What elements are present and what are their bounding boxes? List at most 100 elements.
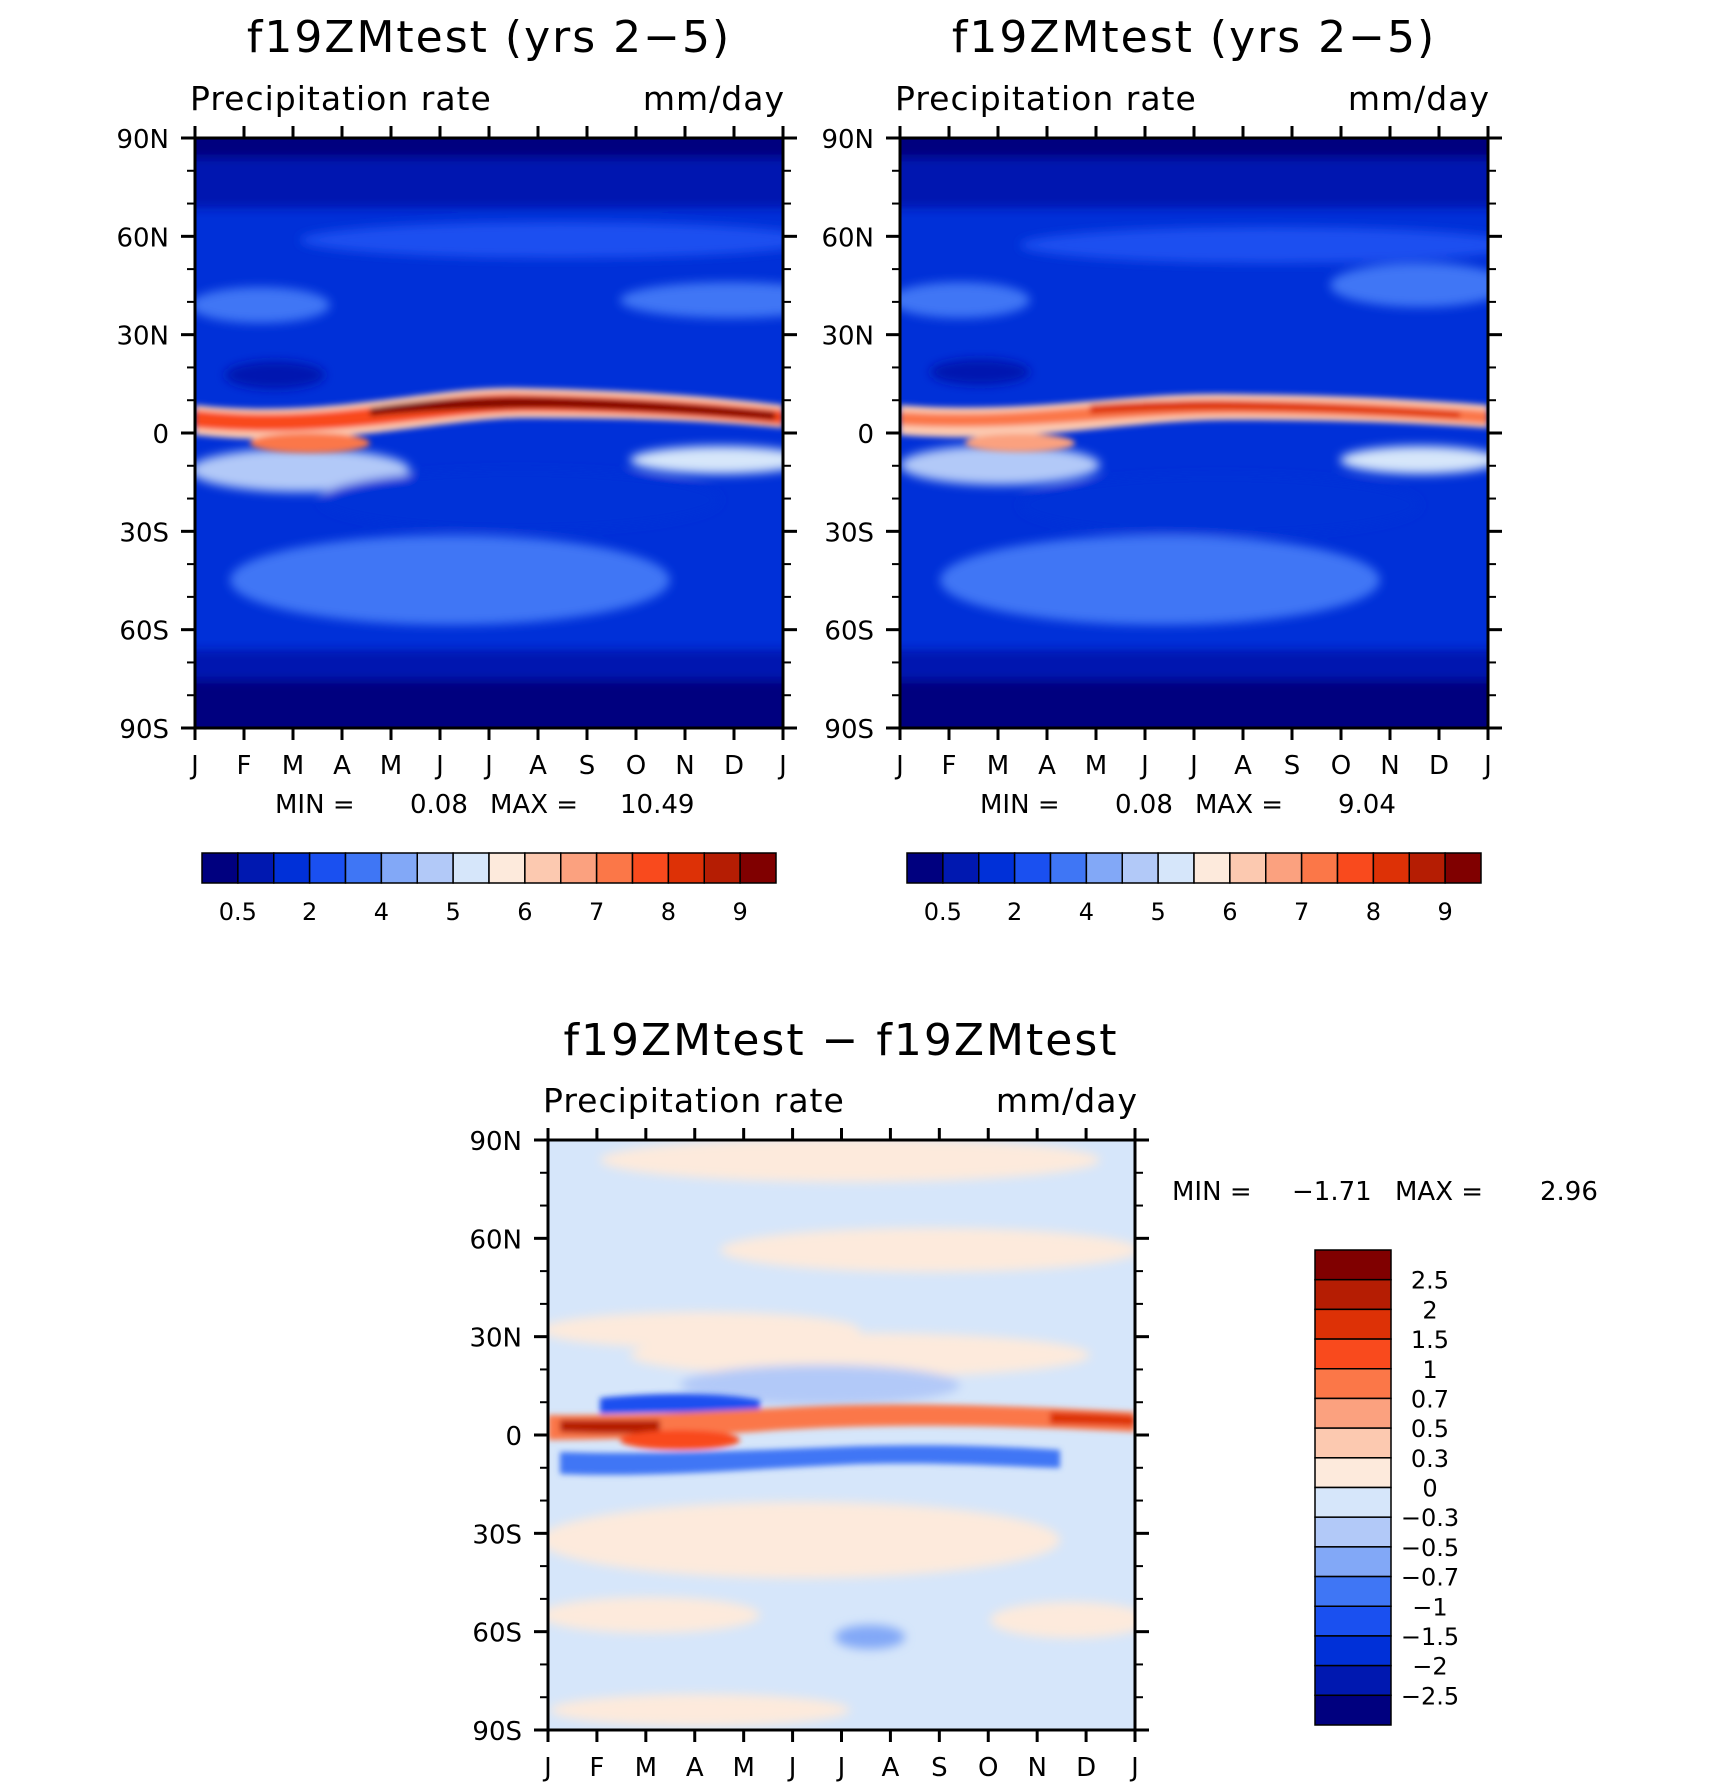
- panel-1-dry-spot-north: [225, 361, 325, 389]
- panel-2-x-tick-label: J: [894, 751, 904, 781]
- panel-2-colorbar-label: 7: [1294, 898, 1309, 926]
- panel-1-band-south-pole: [195, 680, 783, 728]
- panel-2-colorbar-label: 5: [1150, 898, 1165, 926]
- panel-3-x-tick-label: S: [931, 1753, 948, 1783]
- panel-2-x-tick-label: S: [1284, 751, 1301, 781]
- panel-2-x-tick-label: F: [942, 751, 957, 781]
- panel-1-dry-zone-south: [320, 470, 720, 530]
- panel-3-x-tick-label: J: [1129, 1753, 1139, 1783]
- panel-2-variable-label: Precipitation rate: [895, 79, 1197, 118]
- panel-2-x-tick-label: M: [987, 751, 1009, 781]
- panel-2-colorbar-swatch: [1193, 852, 1231, 884]
- panel-1-y-tick-label: 30N: [116, 322, 169, 352]
- panel-3-positive-patch-5: [548, 1502, 1060, 1578]
- panel-2-x-tick-label: O: [1331, 751, 1351, 781]
- panel-2-colorbar-swatch: [1157, 852, 1195, 884]
- panel-3-y-tick-label: 60S: [472, 1619, 522, 1649]
- panel-3-itcz-diff-south-branch: [620, 1430, 740, 1450]
- panel-3-x-tick-label: F: [589, 1753, 604, 1783]
- panel-3-field: [548, 1140, 1135, 1726]
- panel-3-colorbar-label: −2.5: [1401, 1682, 1459, 1710]
- panel-2-max-label: MAX =: [1195, 790, 1283, 820]
- panel-1-plot-area: [195, 138, 783, 728]
- panel-2-colorbar-swatch: [1013, 852, 1052, 884]
- panel-3-colorbar-swatch: [1314, 1516, 1392, 1548]
- panel-2-dry-spot-north: [930, 359, 1030, 385]
- panel-3-negative-band-south: [560, 1445, 1060, 1475]
- panel-2-x-tick-label: D: [1429, 751, 1449, 781]
- panel-2-band-south-pole: [900, 680, 1488, 728]
- panel-3-title: f19ZMtest − f19ZMtest: [563, 1015, 1118, 1066]
- panel-1-colorbar-swatch: [308, 852, 347, 884]
- panel-2-band-south-tropics-light: [900, 445, 1100, 485]
- panel-1-band-south-tropics-light: [195, 448, 410, 492]
- panel-2-colorbar-label: 8: [1366, 898, 1381, 926]
- panel-2-colorbar-swatch: [1444, 852, 1482, 884]
- panel-2-colorbar-swatch: [1265, 852, 1303, 884]
- panel-1-colorbar-label: 6: [517, 898, 532, 926]
- panel-2-x-tick-label: M: [1085, 751, 1107, 781]
- panel-1-colorbar-swatch: [703, 852, 741, 884]
- panel-2-colorbar-swatch: [978, 852, 1016, 884]
- panel-1-colorbar-label: 0.5: [219, 898, 257, 926]
- panel-3-colorbar-swatch: [1314, 1664, 1392, 1697]
- panel-2-colorbar-swatch: [1372, 852, 1410, 884]
- panel-2-y-tick-label: 0: [857, 420, 874, 450]
- panel-3-itcz: [548, 1393, 1135, 1475]
- panel-1-colorbar-swatch: [488, 852, 526, 884]
- panel-1-max-label: MAX =: [490, 790, 578, 820]
- panel-3-y-tick-label: 30S: [472, 1520, 522, 1550]
- panel-2-colorbar-swatch: [1300, 852, 1339, 884]
- panel-3-x-tick-label: J: [542, 1753, 552, 1783]
- panel-2-band-midlat-north: [1020, 227, 1488, 263]
- panel-2-colorbar-swatch: [1121, 852, 1159, 884]
- panel-1-colorbar-swatch: [595, 852, 634, 884]
- panel-2-itcz: [900, 393, 1488, 452]
- panel-3-variable-label: Precipitation rate: [543, 1081, 845, 1120]
- panel-1-itcz: [195, 387, 783, 453]
- panel-1-y-tick-label: 60S: [119, 617, 169, 647]
- panel-1-x-tick-label: J: [777, 751, 787, 781]
- panel-1-units-label: mm/day: [643, 79, 785, 118]
- panel-3-min-value: −1.71: [1292, 1177, 1372, 1207]
- panel-2-colorbar-swatch: [1085, 852, 1123, 884]
- panel-3-colorbar-label: −0.3: [1401, 1504, 1459, 1532]
- panel-1-y-tick-label: 90N: [116, 125, 169, 155]
- panel-3-x-tick-label: A: [882, 1753, 900, 1783]
- panel-3-colorbar-swatch: [1314, 1249, 1392, 1281]
- panel-1-band-high-north: [195, 158, 783, 208]
- panel-1-colorbar-label: 7: [589, 898, 604, 926]
- panel-2-colorbar-swatch: [1408, 852, 1446, 884]
- panel-3-y-tick-label: 60N: [469, 1225, 522, 1255]
- panel-2-y-tick-label: 30N: [821, 322, 874, 352]
- panel-3-colorbar-swatch: [1314, 1546, 1392, 1578]
- panel-3-max-value: 2.96: [1540, 1177, 1598, 1207]
- panel-1-x-tick-label: M: [282, 751, 304, 781]
- panel-2-x-tick-label: J: [1139, 751, 1149, 781]
- panel-3-y-tick-label: 0: [505, 1422, 522, 1452]
- panel-1-band-midlat-north: [300, 222, 783, 258]
- panel-2-plot-area: [900, 138, 1488, 728]
- panel-2-y-tick-label: 60S: [824, 617, 874, 647]
- panel-3-colorbar-label: −1: [1412, 1593, 1447, 1621]
- panel-3-plot-area: [548, 1140, 1135, 1730]
- panel-3-min-label: MIN =: [1172, 1177, 1252, 1207]
- panel-3-colorbar-swatch: [1314, 1278, 1392, 1311]
- panel-2-x-tick-label: N: [1380, 751, 1399, 781]
- panel-1-x-tick-label: A: [333, 751, 351, 781]
- panel-2: f19ZMtest (yrs 2−5) Precipitation rate m…: [821, 12, 1502, 926]
- panel-3-x-tick-label: M: [635, 1753, 657, 1783]
- panel-3-units-label: mm/day: [996, 1081, 1138, 1120]
- panel-1-colorbar-swatch: [631, 852, 670, 884]
- panel-2-band-high-north: [900, 158, 1488, 208]
- panel-3-positive-patch-2: [720, 1228, 1135, 1272]
- panel-3-colorbar-label: 2.5: [1411, 1267, 1449, 1295]
- panel-3-colorbar-swatch: [1314, 1427, 1392, 1459]
- panel-1-colorbar-swatch: [524, 852, 562, 884]
- panel-3-x-tick-label: A: [686, 1753, 704, 1783]
- panel-3-x-tick-label: J: [836, 1753, 846, 1783]
- panel-2-y-tick-label: 60N: [821, 223, 874, 253]
